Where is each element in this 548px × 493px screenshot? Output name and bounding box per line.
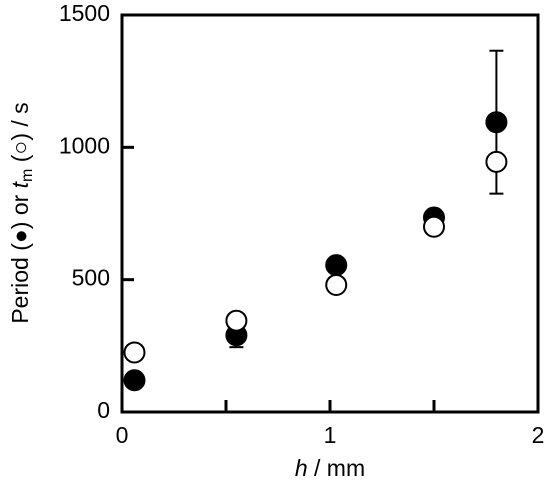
x-tick-label: 0 [116, 422, 129, 448]
x-label-part: h [295, 455, 308, 481]
x-tick-label: 1 [324, 422, 337, 448]
point [123, 341, 146, 364]
y-tick-label: 1500 [59, 0, 110, 26]
y-label-part: t [7, 180, 33, 188]
plot-frame [120, 13, 540, 414]
y-tick-label: 1000 [59, 132, 110, 158]
y-label-part: m [19, 169, 36, 182]
point [123, 369, 146, 392]
point [485, 111, 508, 134]
y-label-part: Period (●) or [7, 188, 33, 323]
point [325, 254, 348, 277]
y-tick-label: 500 [72, 265, 110, 291]
x-label-part: / mm [308, 455, 366, 481]
y-tick-label: 0 [97, 397, 110, 423]
x-tick-label: 2 [532, 422, 545, 448]
point [423, 215, 445, 238]
x-axis-label: h / mm [295, 455, 365, 481]
point [225, 309, 248, 332]
y-axis-label: Period (●) or tm (○) / s [7, 102, 36, 323]
point [325, 273, 348, 296]
point [485, 150, 508, 173]
y-label-part: (○) / s [7, 102, 33, 168]
